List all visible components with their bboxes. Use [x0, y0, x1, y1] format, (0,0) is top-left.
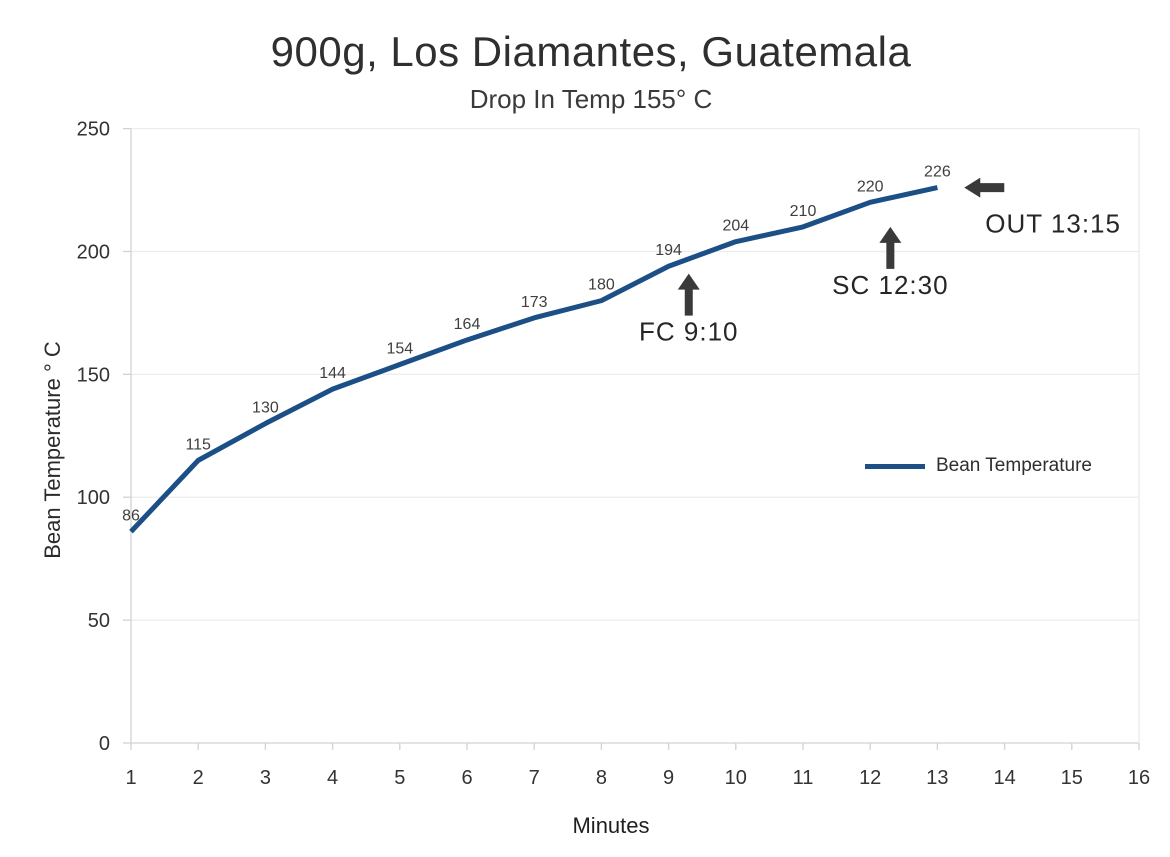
x-axis-title: Minutes — [572, 813, 650, 838]
x-tick-label: 13 — [926, 767, 948, 789]
y-tick-label: 200 — [77, 241, 110, 263]
data-label: 115 — [185, 436, 211, 453]
data-label: 204 — [722, 218, 749, 235]
annotation-label: SC 12:30 — [832, 270, 948, 300]
data-label: 226 — [924, 164, 951, 181]
chart-title: 900g, Los Diamantes, Guatemala — [270, 28, 912, 75]
data-label: 210 — [790, 203, 817, 220]
data-label: 180 — [588, 277, 615, 294]
x-tick-label: 12 — [859, 767, 881, 789]
data-label: 164 — [454, 316, 481, 333]
y-tick-label: 250 — [77, 119, 110, 141]
data-label: 173 — [521, 294, 548, 311]
chart-subtitle: Drop In Temp 155° C — [469, 84, 713, 114]
data-label: 86 — [122, 508, 140, 525]
annotation-label: FC 9:10 — [639, 317, 739, 347]
data-label: 220 — [857, 178, 884, 195]
y-tick-label: 50 — [88, 610, 110, 632]
x-tick-label: 6 — [461, 767, 472, 789]
x-tick-label: 2 — [193, 767, 204, 789]
x-tick-label: 8 — [596, 767, 607, 789]
x-tick-label: 15 — [1061, 767, 1083, 789]
bean-temperature-line — [129, 185, 938, 534]
x-tick-label: 7 — [529, 767, 540, 789]
data-label: 194 — [655, 242, 682, 259]
data-label: 144 — [319, 365, 346, 382]
y-tick-label: 0 — [99, 733, 110, 755]
arrow-up-icon — [879, 226, 902, 269]
y-tick-label: 100 — [77, 487, 110, 509]
x-tick-label: 1 — [125, 767, 136, 789]
data-label: 154 — [386, 341, 413, 358]
legend-line-swatch-icon — [865, 463, 925, 469]
arrow-left-icon — [964, 177, 1005, 198]
data-label: 130 — [252, 400, 279, 417]
x-tick-label: 5 — [394, 767, 405, 789]
x-tick-label: 3 — [260, 767, 271, 789]
legend-label: Bean Temperature — [936, 455, 1092, 476]
x-tick-label: 14 — [993, 767, 1015, 789]
legend: Bean Temperature — [865, 455, 1092, 477]
x-tick-label: 9 — [663, 767, 674, 789]
x-tick-label: 16 — [1128, 767, 1150, 789]
x-tick-label: 4 — [327, 767, 338, 789]
y-tick-label: 150 — [77, 364, 110, 386]
arrow-up-icon — [677, 273, 700, 316]
x-tick-label: 11 — [793, 767, 814, 789]
annotation-label: OUT 13:15 — [985, 209, 1121, 239]
x-tick-label: 10 — [725, 767, 747, 789]
